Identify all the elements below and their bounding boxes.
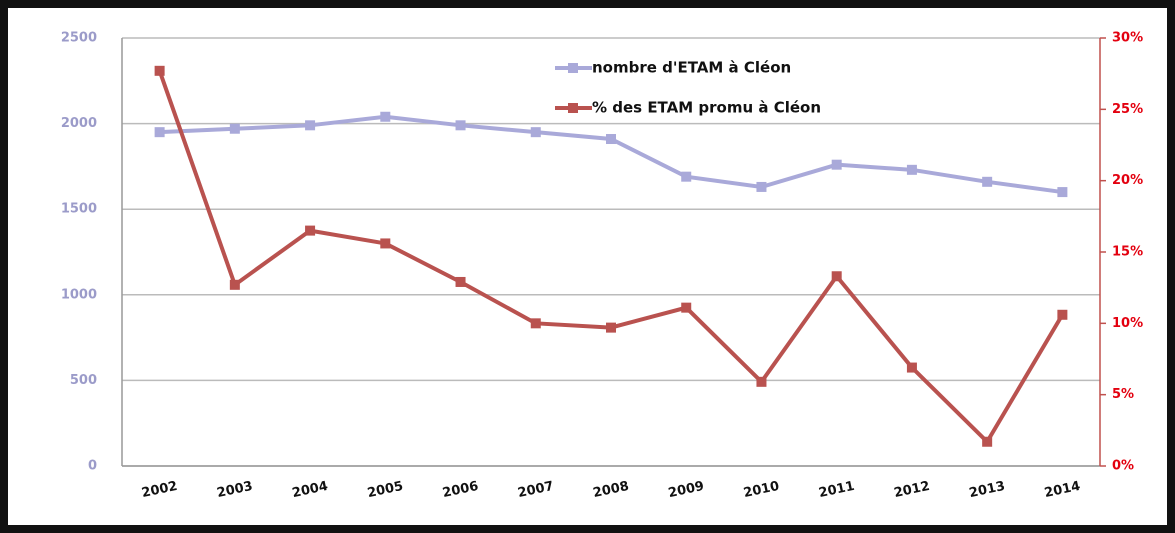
- y2-tick-label: 10%: [1112, 316, 1143, 331]
- y-tick-label: 1000: [61, 287, 97, 302]
- x-tick-label: 2003: [216, 479, 255, 501]
- x-tick-label: 2006: [441, 479, 480, 501]
- y2-tick-label: 5%: [1112, 387, 1134, 402]
- x-tick-label: 2011: [817, 479, 856, 501]
- legend-marker: [568, 63, 578, 73]
- marker: [606, 134, 616, 145]
- y2-tick-label: 0%: [1112, 459, 1134, 474]
- marker: [906, 362, 917, 373]
- x-tick-label: 2014: [1043, 479, 1082, 501]
- marker: [831, 271, 842, 282]
- x-tick-label: 2007: [517, 479, 556, 501]
- marker: [756, 376, 767, 387]
- y-tick-label: 0: [88, 459, 97, 474]
- marker: [982, 176, 993, 187]
- marker: [831, 159, 842, 170]
- marker: [455, 120, 466, 131]
- marker: [982, 436, 993, 447]
- y2-tick-label: 15%: [1112, 245, 1143, 260]
- y2-tick-label: 20%: [1112, 173, 1143, 188]
- marker: [530, 318, 541, 329]
- marker: [906, 164, 917, 175]
- legend-label: nombre d'ETAM à Cléon: [592, 59, 791, 77]
- x-tick-label: 2013: [968, 479, 1007, 501]
- y2-tick-label: 25%: [1112, 102, 1143, 117]
- marker: [380, 238, 391, 249]
- marker: [154, 127, 165, 138]
- legend-label: % des ETAM promu à Cléon: [592, 99, 821, 117]
- marker: [681, 302, 692, 313]
- x-tick-label: 2012: [893, 479, 932, 501]
- marker: [305, 120, 316, 131]
- marker: [154, 65, 165, 76]
- legend-marker: [568, 103, 578, 113]
- marker: [606, 322, 616, 333]
- x-tick-label: 2002: [140, 479, 179, 501]
- marker: [756, 181, 767, 192]
- x-tick-label: 2010: [742, 479, 781, 501]
- y2-tick-label: 30%: [1112, 31, 1143, 46]
- marker: [380, 111, 391, 122]
- x-tick-label: 2004: [291, 479, 330, 501]
- marker: [530, 127, 541, 138]
- y-tick-label: 2500: [61, 31, 97, 46]
- y-tick-label: 2000: [61, 116, 97, 131]
- marker: [1057, 309, 1068, 320]
- x-tick-label: 2005: [366, 479, 405, 501]
- x-tick-label: 2008: [592, 479, 631, 501]
- x-tick-label: 2009: [667, 479, 706, 501]
- marker: [229, 279, 240, 290]
- marker: [455, 276, 466, 287]
- marker: [1057, 187, 1068, 198]
- marker: [305, 225, 316, 236]
- marker: [229, 123, 240, 134]
- y-tick-label: 1500: [61, 202, 97, 217]
- marker: [681, 171, 692, 182]
- y-tick-label: 500: [70, 373, 97, 388]
